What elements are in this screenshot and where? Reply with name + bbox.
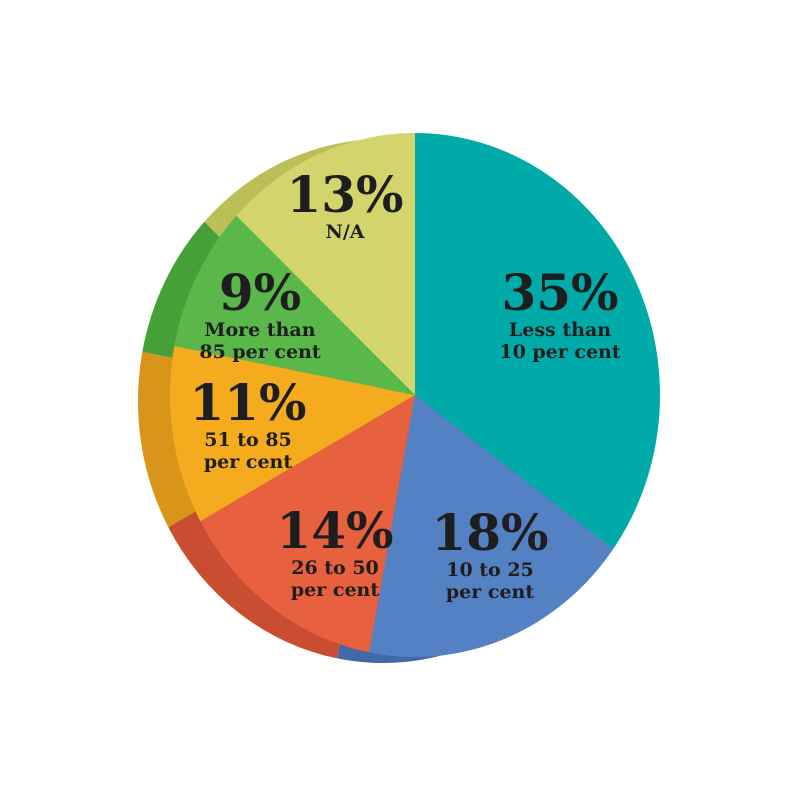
slice-category-label: 10 per cent <box>499 341 621 363</box>
slice-category-label: 85 per cent <box>199 341 321 363</box>
pie-slice-18 <box>369 395 614 658</box>
slice-category-label: N/A <box>325 221 364 243</box>
slice-category-label: Less than <box>509 319 611 341</box>
slice-category-label: per cent <box>446 581 534 603</box>
slice-category-label: 10 to 25 <box>446 559 534 581</box>
pie-slice-13 <box>236 133 415 395</box>
slice-percent-label: 18% <box>431 503 548 562</box>
pie-slice-label-13: 13%N/A <box>286 165 403 243</box>
slice-percent-label: 14% <box>276 501 393 560</box>
slice-category-label: per cent <box>204 451 292 473</box>
pie-top-layer <box>169 133 661 658</box>
pie-slice-14 <box>200 395 415 653</box>
slice-percent-label: 9% <box>219 263 301 322</box>
slice-percent-label: 35% <box>501 263 618 322</box>
pie-slice-9 <box>174 215 415 395</box>
slice-category-label: More than <box>204 319 315 341</box>
slice-category-label: 51 to 85 <box>204 429 292 451</box>
pie-slice-11 <box>169 345 415 522</box>
slice-percent-label: 13% <box>286 165 403 224</box>
pie-slice-35 <box>415 133 661 549</box>
slice-percent-label: 11% <box>189 373 306 432</box>
slice-category-label: 26 to 50 <box>291 557 379 579</box>
slice-category-label: per cent <box>291 579 379 601</box>
